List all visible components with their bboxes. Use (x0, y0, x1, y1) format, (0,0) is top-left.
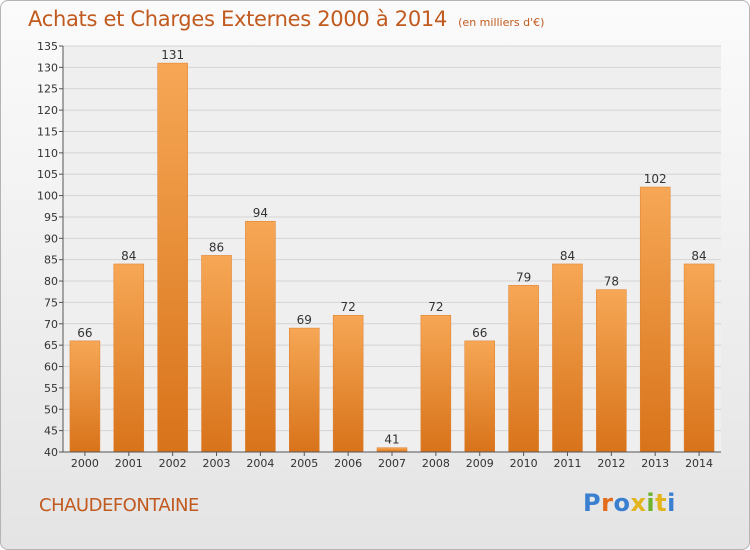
x-tick-label-2000: 2000 (71, 457, 99, 470)
bar-2014 (683, 263, 715, 453)
x-tick-label-2004: 2004 (246, 457, 274, 470)
labels: 66 84 131 86 94 69 72 41 72 66 79 84 78 102 84 (77, 48, 706, 447)
bar-2012 (596, 289, 627, 453)
y-tick-label: 100 (37, 190, 58, 203)
bar-2000 (69, 340, 101, 453)
bars (69, 62, 715, 453)
x-tick-label-2001: 2001 (115, 457, 143, 470)
y-tick-label: 120 (37, 104, 58, 117)
y-tick-label: 90 (44, 232, 58, 245)
y-tick-label: 45 (44, 425, 58, 438)
y-tick-label: 105 (37, 168, 58, 181)
logo-letter: i (667, 489, 676, 517)
y-tick-label: 55 (44, 382, 58, 395)
logo-letter: o (613, 489, 631, 517)
y-tick-label: 75 (44, 296, 58, 309)
bar-2004 (245, 220, 276, 453)
axes: 40 45 50 55 60 65 70 75 80 85 90 95 100 105 110 115 120 1… (37, 40, 721, 470)
bar-2010 (508, 285, 539, 453)
x-tick-label-2006: 2006 (334, 457, 362, 470)
value-label-2008: 72 (428, 300, 443, 314)
x-tick-label-2009: 2009 (466, 457, 494, 470)
bar-2005 (289, 327, 320, 453)
y-tick-label: 125 (37, 83, 58, 96)
logo-letter: x (630, 489, 647, 517)
value-label-2007: 41 (384, 433, 399, 447)
y-tick-label: 40 (44, 446, 58, 459)
commune-name: CHAUDEFONTAINE (39, 495, 199, 516)
x-tick-label-2013: 2013 (641, 457, 669, 470)
value-label-2010: 79 (516, 270, 531, 284)
x-tick-label-2014: 2014 (685, 457, 713, 470)
x-tick-label-2005: 2005 (290, 457, 318, 470)
logo-letter: r (601, 489, 614, 517)
value-label-2012: 78 (604, 275, 619, 289)
x-tick-label-2003: 2003 (203, 457, 231, 470)
y-tick-label: 70 (44, 318, 58, 331)
bar-2011 (552, 263, 583, 453)
value-label-2003: 86 (209, 240, 224, 254)
value-label-2006: 72 (340, 300, 355, 314)
y-tick-label: 60 (44, 361, 58, 374)
x-tick-label-2011: 2011 (553, 457, 581, 470)
y-tick-label: 115 (37, 125, 58, 138)
bar-2007 (376, 447, 408, 453)
y-tick-label: 95 (44, 211, 58, 224)
x-tick-label-2002: 2002 (159, 457, 187, 470)
y-tick-label: 85 (44, 254, 58, 267)
y-tick-label: 110 (37, 147, 58, 160)
value-label-2002: 131 (161, 48, 184, 62)
x-tick-label-2008: 2008 (422, 457, 450, 470)
y-tick-label: 65 (44, 339, 58, 352)
value-label-2009: 66 (472, 326, 487, 340)
y-tick-label: 135 (37, 40, 58, 53)
x-tick-label-2010: 2010 (510, 457, 538, 470)
value-label-2014: 84 (691, 249, 706, 263)
x-tick-label-2012: 2012 (597, 457, 625, 470)
value-label-2011: 84 (560, 249, 575, 263)
chart-title: Achats et Charges Externes 2000 à 2014 (28, 7, 448, 31)
y-tick-label: 130 (37, 61, 58, 74)
bar-2008 (420, 314, 452, 453)
chart-subtitle: (en milliers d'€) (458, 16, 545, 29)
value-label-2000: 66 (77, 326, 92, 340)
logo-letter: P (583, 489, 602, 517)
bar-2003 (201, 255, 232, 453)
proxiti-logo: Proxiti (583, 489, 676, 517)
value-label-2013: 102 (644, 172, 667, 186)
bar-2001 (113, 263, 145, 453)
chart-title-block: Achats et Charges Externes 2000 à 2014 (… (28, 7, 544, 31)
bar-2013 (639, 186, 671, 453)
logo-letter: t (655, 489, 668, 517)
logo-letter: i (646, 489, 656, 517)
bar-2002 (157, 62, 188, 453)
bar-2006 (332, 314, 364, 453)
bar-2009 (464, 340, 495, 453)
y-tick-label: 80 (44, 275, 58, 288)
value-label-2001: 84 (121, 249, 136, 263)
x-tick-label-2007: 2007 (378, 457, 406, 470)
y-tick-label: 50 (44, 403, 58, 416)
value-label-2004: 94 (253, 206, 268, 220)
value-label-2005: 69 (297, 313, 312, 327)
